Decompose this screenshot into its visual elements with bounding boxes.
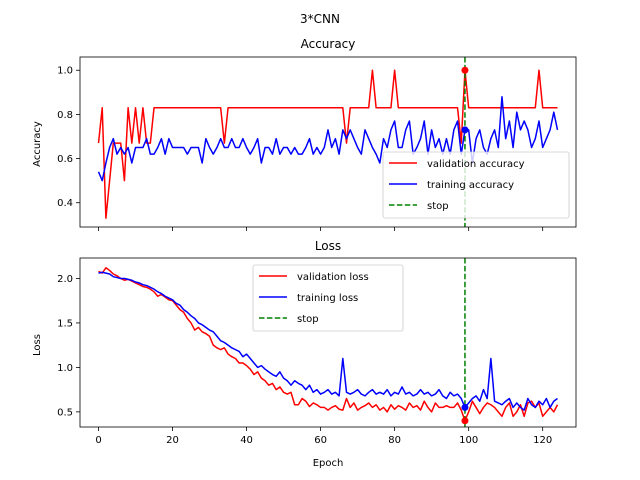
accuracy-panel: Accuracy Accuracy 0.4 0.6 0.8 1.0 validation…	[32, 37, 577, 231]
loss-xtick-label: 40	[240, 435, 253, 446]
accuracy-legend: validation accuracy training accuracy stop	[382, 151, 570, 219]
accuracy-plot-frame	[79, 56, 577, 228]
loss-xtick-label: 80	[388, 435, 401, 446]
loss-ytick-label: 0.5	[57, 407, 73, 418]
loss-xtick-label: 0	[95, 435, 101, 446]
loss-series-validation-loss	[98, 267, 559, 422]
loss-ytick-label: 1.5	[57, 318, 73, 329]
accuracy-ytick-label: 0.8	[57, 110, 73, 121]
loss-ylabel: Loss	[32, 334, 43, 356]
loss-xtick-label: 60	[314, 435, 327, 446]
legend-entry-label: validation loss	[297, 272, 369, 283]
loss-legend: validation loss training loss stop	[252, 264, 404, 332]
accuracy-ytick-label: 0.6	[57, 154, 73, 165]
accuracy-stop-marker	[461, 66, 469, 74]
loss-xtick-label: 20	[166, 435, 179, 446]
accuracy-ytick-label: 1.0	[57, 66, 73, 77]
accuracy-ytick-label: 0.4	[57, 198, 73, 209]
accuracy-series-validation-accuracy	[97, 69, 558, 219]
loss-xtick-label: 100	[459, 435, 478, 446]
legend-entry-label: training loss	[297, 293, 358, 304]
loss-stop-marker	[461, 403, 469, 411]
legend-entry-label: stop	[297, 314, 319, 325]
loss-panel-title: Loss	[315, 239, 341, 253]
accuracy-series-training-accuracy	[97, 95, 559, 182]
loss-xlabel: Epoch	[313, 458, 344, 469]
loss-xtick-label: 120	[533, 435, 552, 446]
legend-entry-label: validation accuracy	[427, 159, 525, 170]
legend-entry-label: training accuracy	[427, 180, 514, 191]
loss-plot-frame	[79, 257, 577, 428]
accuracy-stop-marker	[461, 126, 469, 134]
figure-suptitle: 3*CNN	[300, 12, 340, 26]
loss-panel: Loss Loss Epoch 0 20 40 60 80 100 120 0.5 1.0 1.5…	[32, 239, 577, 469]
loss-ytick-label: 1.0	[57, 363, 73, 374]
accuracy-panel-title: Accuracy	[301, 37, 356, 51]
legend-entry-label: stop	[427, 201, 449, 212]
loss-stop-marker	[461, 417, 469, 425]
loss-series-training-loss	[98, 271, 558, 411]
accuracy-ylabel: Accuracy	[32, 121, 43, 167]
loss-ytick-label: 2.0	[57, 274, 73, 285]
